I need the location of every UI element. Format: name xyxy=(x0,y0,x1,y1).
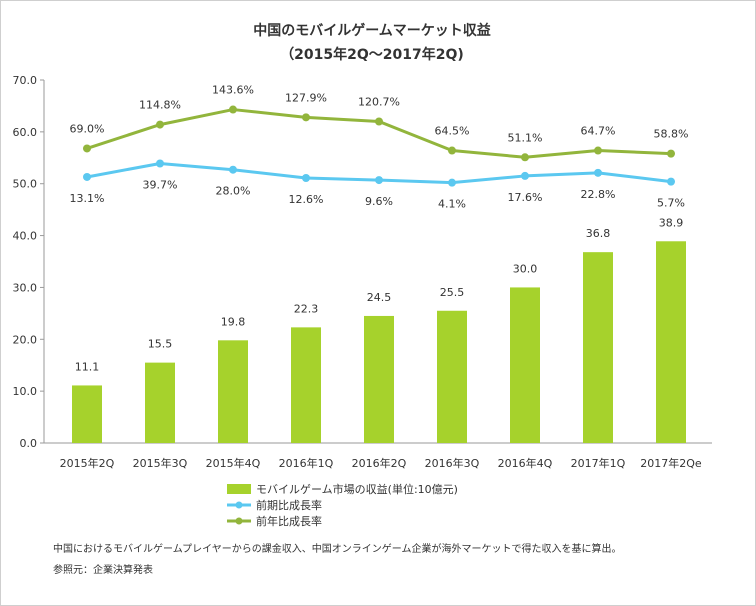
yoy-label: 114.8% xyxy=(139,99,181,112)
category-label: 2017年2Qe xyxy=(640,456,702,470)
category-labels: 2015年2Q 2015年3Q 2015年4Q 2016年1Q 2016年2Q 2016年… xyxy=(60,456,702,470)
bar-value-label: 30.0 xyxy=(513,262,538,275)
footnote: 中国におけるモバイルゲームプレイヤーからの課金収入、中国オンラインゲーム企業が海… xyxy=(53,542,622,555)
bar xyxy=(656,241,686,443)
yoy-point xyxy=(156,120,164,129)
y-tick-label: 30.0 xyxy=(13,281,38,294)
bar xyxy=(437,310,467,443)
bar-value-label: 11.1 xyxy=(75,360,100,373)
y-tick-label: 50.0 xyxy=(13,178,38,191)
bar xyxy=(583,252,613,443)
bar-value-label: 19.8 xyxy=(221,315,246,328)
category-label: 2016年4Q xyxy=(498,456,553,470)
qoq-point xyxy=(667,177,675,186)
chart-title: 中国のモバイルゲームマーケット収益 xyxy=(253,22,491,39)
bar-value-label: 22.3 xyxy=(294,302,319,315)
y-tick-label: 40.0 xyxy=(13,230,38,243)
bar xyxy=(218,340,248,443)
qoq-label: 22.8% xyxy=(581,188,616,201)
legend-label-qoq: 前期比成長率 xyxy=(256,498,322,512)
yoy-point xyxy=(667,149,675,158)
y-tick-label: 60.0 xyxy=(13,126,38,139)
qoq-label: 17.6% xyxy=(508,191,543,204)
legend-marker-yoy xyxy=(235,517,243,525)
qoq-point xyxy=(594,168,602,177)
source-note: 参照元：企業決算発表 xyxy=(53,563,153,576)
yoy-point xyxy=(448,146,456,155)
qoq-point xyxy=(83,172,91,181)
bar-value-label: 36.8 xyxy=(586,227,611,240)
bar-value-label: 38.9 xyxy=(659,216,684,229)
category-label: 2016年2Q xyxy=(352,456,407,470)
bar-value-label: 24.5 xyxy=(367,291,392,304)
category-label: 2016年1Q xyxy=(279,456,334,470)
yoy-label: 58.8% xyxy=(654,128,689,141)
legend-swatch-bars xyxy=(227,484,251,494)
qoq-point xyxy=(448,178,456,187)
yoy-point xyxy=(229,105,237,114)
bar-labels: 11.1 15.5 19.8 22.3 24.5 25.5 30.0 36.8 38.9 xyxy=(75,216,684,373)
legend: モバイルゲーム市場の収益(単位:10億元) 前期比成長率 前年比成長率 xyxy=(227,482,458,528)
category-label: 2015年4Q xyxy=(206,456,261,470)
yoy-label: 64.7% xyxy=(581,125,616,138)
category-label: 2016年3Q xyxy=(425,456,480,470)
yoy-point xyxy=(83,144,91,153)
legend-label-bars: モバイルゲーム市場の収益(単位:10億元) xyxy=(256,482,458,496)
bar xyxy=(145,362,175,443)
category-label: 2017年1Q xyxy=(571,456,626,470)
qoq-point xyxy=(229,165,237,174)
qoq-label: 9.6% xyxy=(365,195,393,208)
yoy-point xyxy=(594,146,602,155)
category-label: 2015年3Q xyxy=(133,456,188,470)
qoq-point xyxy=(156,159,164,168)
legend-label-yoy: 前年比成長率 xyxy=(256,514,322,528)
bar-value-label: 15.5 xyxy=(148,338,173,351)
yoy-point xyxy=(375,117,383,126)
yoy-label: 64.5% xyxy=(435,125,470,138)
chart-subtitle: （2015年2Q～2017年2Q) xyxy=(280,46,464,63)
bar xyxy=(291,327,321,443)
yoy-label: 51.1% xyxy=(508,131,543,144)
qoq-label: 5.7% xyxy=(657,197,685,210)
y-tick-label: 10.0 xyxy=(13,385,38,398)
bar xyxy=(510,287,540,443)
y-tick-label: 20.0 xyxy=(13,333,38,346)
yoy-label: 69.0% xyxy=(70,122,105,135)
qoq-label: 28.0% xyxy=(216,185,251,198)
bar-series xyxy=(72,241,686,443)
y-tick-label: 70.0 xyxy=(13,74,38,87)
y-ticks: 0.0 10.0 20.0 30.0 40.0 50.0 60.0 70.0 xyxy=(13,74,44,450)
qoq-label: 4.1% xyxy=(438,198,466,211)
legend-marker-qoq xyxy=(235,501,243,509)
qoq-point xyxy=(302,174,310,183)
bar xyxy=(72,385,102,443)
bar-value-label: 25.5 xyxy=(440,286,465,299)
qoq-point xyxy=(375,176,383,185)
qoq-point xyxy=(521,171,529,180)
bar xyxy=(364,315,394,443)
qoq-label: 39.7% xyxy=(143,178,178,191)
y-tick-label: 0.0 xyxy=(20,437,38,450)
yoy-label: 143.6% xyxy=(212,84,254,97)
yoy-label: 120.7% xyxy=(358,95,400,108)
qoq-label: 12.6% xyxy=(289,193,324,206)
yoy-label: 127.9% xyxy=(285,91,327,104)
qoq-label: 13.1% xyxy=(70,192,105,205)
line-series: 13.1% 39.7% 28.0% 12.6% 9.6% 4.1% 17.6% 22.8% 5.… xyxy=(70,84,689,211)
yoy-point xyxy=(521,153,529,162)
category-label: 2015年2Q xyxy=(60,456,115,470)
yoy-point xyxy=(302,113,310,122)
